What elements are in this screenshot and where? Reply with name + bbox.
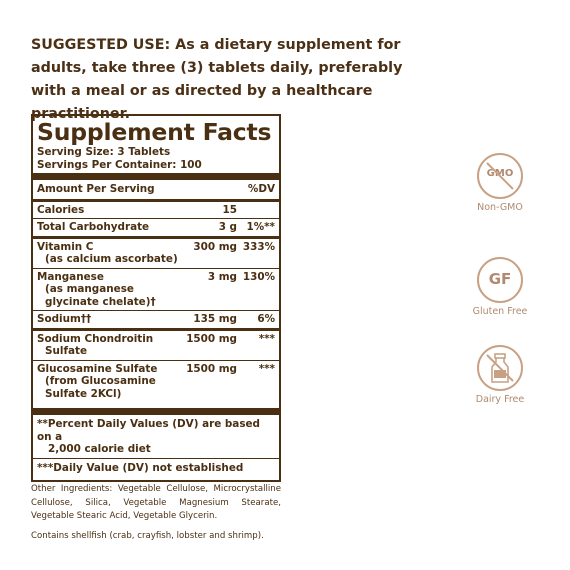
- other-ingredients: Other Ingredients: Vegetable Cellulose, …: [31, 484, 281, 521]
- nutrient-dv: 1%**: [246, 221, 275, 233]
- facts-header-row: Amount Per Serving %DV: [37, 180, 275, 199]
- milk-bottle-crossed-icon: [477, 345, 523, 391]
- nutrient-dv: 6%: [257, 313, 275, 325]
- suggested-use: SUGGESTED USE: As a dietary supplement f…: [31, 34, 421, 126]
- other-ingredients-block: Other Ingredients: Vegetable Cellulose, …: [31, 483, 281, 549]
- gf-icon: GF: [477, 257, 523, 303]
- supplement-facts-panel: Supplement Facts Serving Size: 3 Tablets…: [31, 114, 281, 482]
- badge-dairy-free: Dairy Free: [475, 345, 525, 405]
- footnote-line: 2,000 calorie diet: [48, 443, 151, 455]
- nutrient-name-block: Sodium Chondroitin Sulfate: [37, 333, 181, 358]
- nutrient-name: Calories: [37, 203, 85, 216]
- divider-thick: [33, 173, 279, 180]
- divider-medium: [33, 327, 279, 331]
- nutrient-name: Glucosamine Sulfate: [37, 362, 158, 375]
- nutrient-amount: 3 mg: [207, 270, 237, 283]
- nutrient-amount: 135 mg: [193, 313, 237, 325]
- strike-line: [486, 162, 514, 190]
- nutrient-name: Sodium††: [37, 313, 92, 325]
- suggested-use-label: SUGGESTED USE:: [31, 37, 171, 53]
- nutrient-dv: ***: [258, 332, 275, 345]
- nutrient-dv: 130%: [242, 270, 275, 283]
- gmo-icon-text: GMO: [486, 168, 514, 179]
- facts-row-manganese: Manganese (as manganese glycinate chelat…: [37, 269, 275, 311]
- badge-caption: Non-GMO: [477, 202, 523, 213]
- nutrient-source: (as calcium ascorbate): [45, 253, 178, 265]
- nutrient-name: Sodium Chondroitin: [37, 332, 154, 345]
- divider-thin: [33, 267, 279, 269]
- divider-medium: [33, 198, 279, 202]
- nutrient-amount: 1500 mg: [186, 362, 237, 375]
- divider-thin: [33, 310, 279, 311]
- allergen-statement: Contains shellfish (crab, crayfish, lobs…: [31, 530, 264, 541]
- dv-header: %DV: [247, 183, 275, 195]
- facts-row-sodium: Sodium†† 135 mg 6%: [37, 311, 275, 328]
- gmo-crossed-icon: GMO: [477, 153, 523, 199]
- nutrient-dv: [237, 204, 275, 217]
- divider-medium: [33, 235, 279, 239]
- amount-per-serving-header: Amount Per Serving: [37, 183, 155, 195]
- badge-gluten-free: GF Gluten Free: [473, 257, 527, 317]
- badge-caption: Gluten Free: [472, 306, 528, 317]
- nutrient-name: Manganese: [37, 270, 104, 283]
- nutrient-name-block: Manganese (as manganese glycinate chelat…: [37, 271, 181, 309]
- serving-size: Serving Size: 3 Tablets: [37, 146, 171, 158]
- gf-icon-text: GF: [488, 270, 512, 288]
- nutrient-source: (as manganese glycinate chelate)†: [45, 283, 156, 308]
- footnote-percent-dv: **Percent Daily Values (DV) are based on…: [37, 415, 275, 458]
- nutrient-name-block: Glucosamine Sulfate (from Glucosamine Su…: [37, 363, 181, 401]
- divider-thick: [33, 408, 279, 415]
- badge-caption: Dairy Free: [475, 394, 525, 405]
- nutrient-name: Vitamin C: [37, 240, 94, 253]
- facts-row-calories: Calories 15: [37, 202, 275, 219]
- nutrient-amount: 15: [222, 203, 237, 216]
- facts-row-glucosamine: Glucosamine Sulfate (from Glucosamine Su…: [37, 361, 275, 409]
- facts-row-chondroitin: Sodium Chondroitin Sulfate 1500 mg ***: [37, 331, 275, 360]
- nutrient-dv: 333%: [242, 240, 275, 253]
- divider-thin: [33, 359, 279, 361]
- footnote-dv-not-established: ***Daily Value (DV) not established: [37, 461, 244, 474]
- nutrient-amount: 1500 mg: [186, 332, 237, 345]
- divider-thin: [33, 218, 279, 219]
- divider-thin: [33, 457, 279, 459]
- nutrient-source: Sulfate: [45, 345, 87, 357]
- nutrient-name-block: Vitamin C (as calcium ascorbate): [37, 241, 181, 266]
- nutrient-source: (from Glucosamine Sulfate 2KCl): [45, 375, 156, 400]
- footnote-line: **Percent Daily Values (DV) are based on…: [37, 418, 260, 443]
- nutrient-dv: ***: [258, 362, 275, 375]
- facts-row-vitamin-c: Vitamin C (as calcium ascorbate) 300 mg …: [37, 239, 275, 268]
- milk-bottle-icon: [486, 353, 514, 383]
- facts-title: Supplement Facts: [37, 118, 272, 146]
- nutrient-amount: 3 g: [218, 221, 237, 233]
- badge-non-gmo: GMO Non-GMO: [475, 153, 525, 213]
- servings-per-container: Servings Per Container: 100: [37, 158, 202, 171]
- nutrient-name: Total Carbohydrate: [37, 221, 150, 233]
- facts-row-carbohydrate: Total Carbohydrate 3 g 1%**: [37, 219, 275, 236]
- nutrient-amount: 300 mg: [193, 240, 237, 253]
